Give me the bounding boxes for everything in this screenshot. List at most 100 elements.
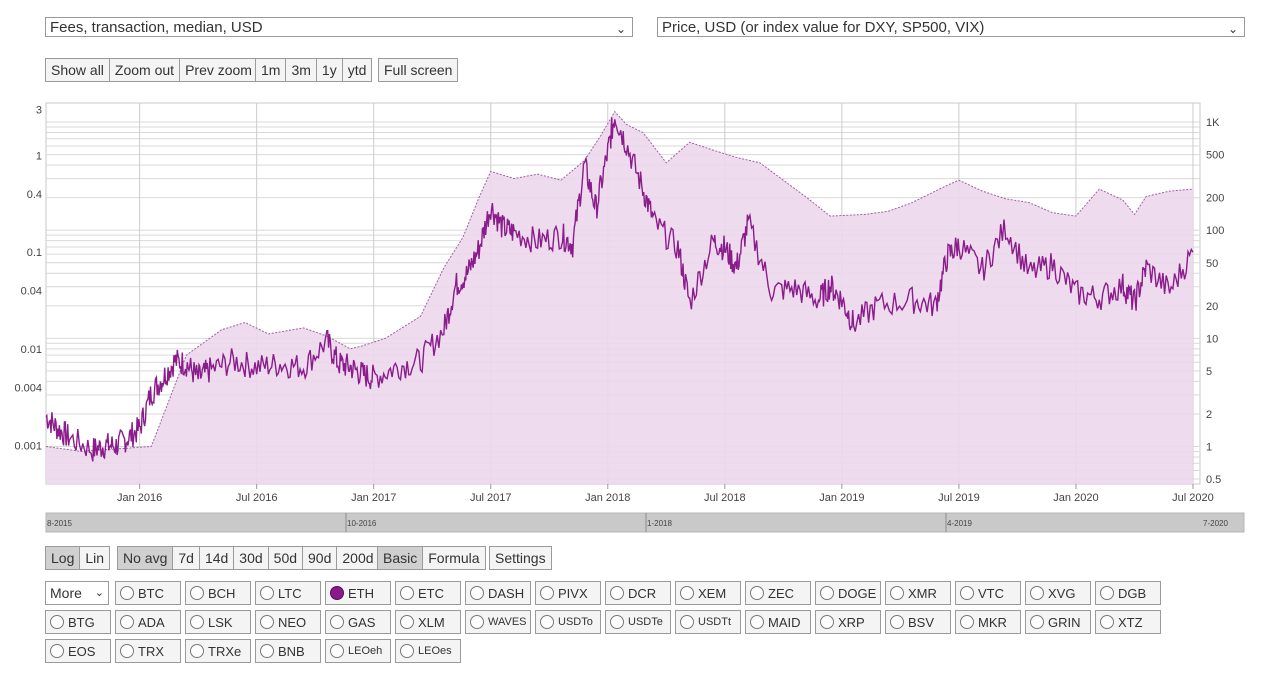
coin-eos[interactable]: EOS [45,639,111,663]
show-all-button[interactable]: Show all [46,59,110,81]
coin-xem[interactable]: XEM [675,581,741,605]
radio-icon [750,586,764,600]
prev-zoom-button[interactable]: Prev zoom [185,62,252,78]
coin-waves[interactable]: WAVES [465,610,531,634]
avg-none-button[interactable]: No avg [118,547,174,569]
coin-bch[interactable]: BCH [185,581,251,605]
settings-button[interactable]: Settings [489,546,552,570]
coin-leoeh[interactable]: LEOeh [325,639,391,663]
price-fee-chart[interactable]: 3 1 0.4 0.1 0.04 0.01 0.004 0.001 1K 500 200 100 50 2… [0,95,1265,535]
left-metric-select[interactable]: Fees, transaction, median, USD ⌄ [45,17,633,37]
x-tick-label: Jan 2019 [819,492,864,504]
coin-eth[interactable]: ETH [325,581,391,605]
coin-ada[interactable]: ADA [115,610,181,634]
radio-icon [190,586,204,600]
coin-usdtt[interactable]: USDTt [675,610,741,634]
more-coins-select[interactable]: More ⌄ [45,581,109,605]
y-left-tick-label: 0.4 [27,189,42,201]
coin-etc[interactable]: ETC [395,581,461,605]
avg-14d-button[interactable]: 14d [200,547,235,569]
radio-icon [400,586,414,600]
coin-btg[interactable]: BTG [45,610,111,634]
chevron-down-icon: ⌄ [615,22,626,36]
coin-btc[interactable]: BTC [115,581,181,605]
radio-icon [470,615,484,629]
coin-label: VTC [978,585,1004,601]
lin-scale-button[interactable]: Lin [85,550,105,566]
coin-ltc[interactable]: LTC [255,581,321,605]
coin-trxe[interactable]: TRXe [185,639,251,663]
x-tick-label: Jan 2016 [117,492,162,504]
avg-30d-button[interactable]: 30d [234,547,269,569]
coin-lsk[interactable]: LSK [185,610,251,634]
y-left-tick-label: 0.01 [21,344,42,356]
radio-icon [260,615,274,629]
y-right-tick-label: 20 [1206,301,1218,313]
zoom-out-button[interactable]: Zoom out [110,59,181,81]
range-ytd-button[interactable]: ytd [347,62,367,78]
avg-200d-button[interactable]: 200d [342,550,374,566]
radio-icon [540,586,554,600]
range-navigator[interactable] [45,512,1245,533]
basic-mode-button[interactable]: Basic [378,547,424,569]
y-right-tick-label: 200 [1206,193,1224,205]
coin-grin[interactable]: GRIN [1025,610,1091,634]
coin-pivx[interactable]: PIVX [535,581,601,605]
navigator-label: 10-2016 [347,519,377,528]
coin-label: GAS [348,614,376,630]
radio-icon [400,615,414,629]
log-scale-button[interactable]: Log [46,547,81,569]
coin-dcr[interactable]: DCR [605,581,671,605]
coin-label: LEOes [418,645,452,657]
right-metric-select[interactable]: Price, USD (or index value for DXY, SP50… [657,17,1245,37]
coin-usdte[interactable]: USDTe [605,610,671,634]
radio-icon [890,586,904,600]
formula-mode-button[interactable]: Formula [428,550,480,566]
avg-50d-button[interactable]: 50d [269,547,304,569]
range-1m-button[interactable]: 1m [256,59,287,81]
avg-7d-button[interactable]: 7d [173,547,200,569]
coin-label: USDTe [628,616,663,628]
more-coins-value: More [50,585,82,601]
coin-mkr[interactable]: MKR [955,610,1021,634]
coin-neo[interactable]: NEO [255,610,321,634]
coin-zec[interactable]: ZEC [745,581,811,605]
radio-icon [190,644,204,658]
coin-label: DCR [628,585,657,601]
coin-label: XEM [698,585,727,601]
coin-vtc[interactable]: VTC [955,581,1021,605]
coin-xmr[interactable]: XMR [885,581,951,605]
radio-icon [50,644,64,658]
avg-90d-button[interactable]: 90d [303,547,338,569]
coin-bnb[interactable]: BNB [255,639,321,663]
coin-label: ETH [348,585,374,601]
coin-trx[interactable]: TRX [115,639,181,663]
coin-leoes[interactable]: LEOes [395,639,461,663]
coin-gas[interactable]: GAS [325,610,391,634]
coin-usdto[interactable]: USDTo [535,610,601,634]
range-1y-button[interactable]: 1y [317,59,343,81]
coin-dash[interactable]: DASH [465,581,531,605]
coin-label: XRP [838,614,865,630]
radio-icon [1030,615,1044,629]
navigator-label: 8-2015 [47,519,72,528]
y-left-tick-label: 0.001 [14,441,42,453]
coin-xtz[interactable]: XTZ [1095,610,1161,634]
coin-maid[interactable]: MAID [745,610,811,634]
range-3m-button[interactable]: 3m [286,59,317,81]
coin-label: TRXe [208,643,242,659]
coin-label: EOS [68,643,96,659]
coin-xvg[interactable]: XVG [1025,581,1091,605]
coin-xrp[interactable]: XRP [815,610,881,634]
full-screen-button[interactable]: Full screen [378,58,459,82]
coin-xlm[interactable]: XLM [395,610,461,634]
radio-icon [190,615,204,629]
coin-dgb[interactable]: DGB [1095,581,1161,605]
coin-doge[interactable]: DOGE [815,581,881,605]
radio-icon [330,615,344,629]
y-right-tick-label: 0.5 [1206,474,1221,486]
coin-bsv[interactable]: BSV [885,610,951,634]
radio-icon [610,586,624,600]
x-tick-label: Jan 2018 [585,492,630,504]
coin-label: BNB [278,643,305,659]
